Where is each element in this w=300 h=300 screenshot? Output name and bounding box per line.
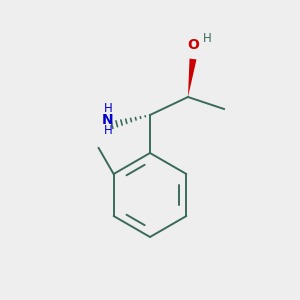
Text: O: O <box>187 38 199 52</box>
Text: H: H <box>103 103 112 116</box>
Text: N: N <box>102 113 114 127</box>
Text: H: H <box>202 32 211 46</box>
Text: H: H <box>103 124 112 137</box>
Polygon shape <box>188 58 196 97</box>
